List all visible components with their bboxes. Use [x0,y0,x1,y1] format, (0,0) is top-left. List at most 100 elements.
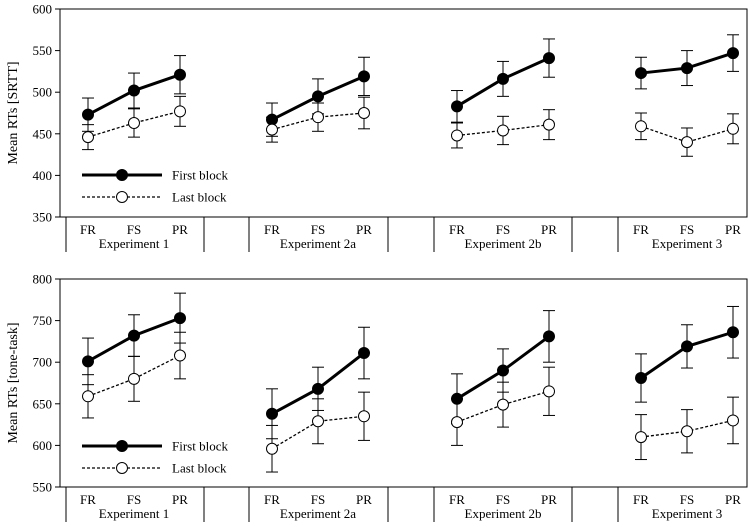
y-tick-label: 550 [33,480,53,495]
x-tick-label: PR [356,492,372,507]
last-block-point [543,385,555,398]
first-block-point [312,382,324,395]
legend-label: First block [172,439,228,454]
first-block-point [312,90,324,103]
y-tick-label: 700 [33,355,53,370]
last-block-point [174,349,186,362]
legend-marker [116,169,128,181]
first-block-point [727,47,739,60]
first-block-point [128,84,140,97]
last-block-line [87,110,181,138]
x-tick-label: PR [172,492,188,507]
y-tick-label: 450 [33,126,53,141]
first-block-point [358,70,370,83]
plot-frame [59,8,748,218]
last-block-point [635,431,647,444]
group-label: Experiment 2a [280,236,356,251]
last-block-line [87,354,181,397]
last-block-point [266,123,278,136]
first-block-point [82,355,94,368]
y-tick-label: 650 [33,396,53,411]
x-tick-label: FR [80,222,96,237]
legend-marker [116,462,128,474]
x-tick-label: PR [541,492,557,507]
last-block-point [358,107,370,119]
group-label: Experiment 1 [99,506,169,521]
legend-label: First block [172,168,228,183]
x-tick-label: FS [311,222,325,237]
first-block-point [174,312,186,325]
last-block-point [82,390,94,403]
last-block-point [727,122,739,135]
first-block-point [497,72,509,85]
last-block-line [271,415,365,450]
x-tick-label: PR [725,492,741,507]
x-tick-label: FS [496,222,510,237]
x-tick-label: FS [680,492,694,507]
last-block-point [635,120,647,133]
last-block-point [681,425,693,438]
x-tick-label: PR [172,222,188,237]
last-block-point [727,414,739,427]
first-block-point [635,67,647,80]
y-tick-label: 500 [33,85,53,100]
group-label: Experiment 1 [99,236,169,251]
last-block-point [312,415,324,428]
x-tick-label: FR [80,492,96,507]
group-label: Experiment 2a [280,506,356,521]
last-block-point [543,118,555,131]
last-block-point [312,111,324,124]
x-tick-label: FS [680,222,694,237]
last-block-line [640,125,734,143]
y-tick-label: 350 [33,210,53,225]
tone-task-panel: 550 600 650 700 750 800 Mean RTs [tone-task] FR… [6,272,748,522]
x-tick-label: FR [633,492,649,507]
last-block-point [451,129,463,142]
last-block-point [128,116,140,129]
last-block-point [681,136,693,149]
legend-label: Last block [172,461,227,476]
group-label: Experiment 2b [465,236,542,251]
last-block-point [497,124,509,137]
first-block-point [451,100,463,113]
group-label: Experiment 3 [652,236,722,251]
first-block-point [681,340,693,353]
x-tick-label: PR [356,222,372,237]
last-block-point [266,442,278,455]
y-tick-label: 750 [33,313,53,328]
first-block-point [635,372,647,385]
last-block-point [174,105,186,118]
group-label: Experiment 3 [652,506,722,521]
last-block-point [358,410,370,423]
first-block-point [358,347,370,360]
last-block-point [82,131,94,144]
x-tick-label: PR [725,222,741,237]
x-tick-label: FS [127,222,141,237]
first-block-point [543,330,555,343]
x-tick-label: FR [264,222,280,237]
x-tick-label: FS [127,492,141,507]
legend-label: Last block [172,190,227,205]
last-block-line [456,390,550,423]
first-block-point [82,108,94,121]
first-block-point [727,326,739,339]
x-tick-label: FS [496,492,510,507]
first-block-point [174,68,186,81]
plot-frame [59,278,748,488]
legend-marker [116,440,128,452]
first-block-point [543,52,555,65]
x-tick-label: FS [311,492,325,507]
first-block-point [681,62,693,75]
last-block-point [497,398,509,411]
x-tick-label: PR [541,222,557,237]
first-block-point [497,364,509,377]
y-tick-label: 400 [33,168,53,183]
x-tick-label: FR [633,222,649,237]
y-tick-label: 800 [33,272,53,287]
x-tick-label: FR [449,492,465,507]
x-tick-label: FR [449,222,465,237]
y-tick-label: 600 [33,438,53,453]
y-tick-label: 600 [33,2,53,17]
